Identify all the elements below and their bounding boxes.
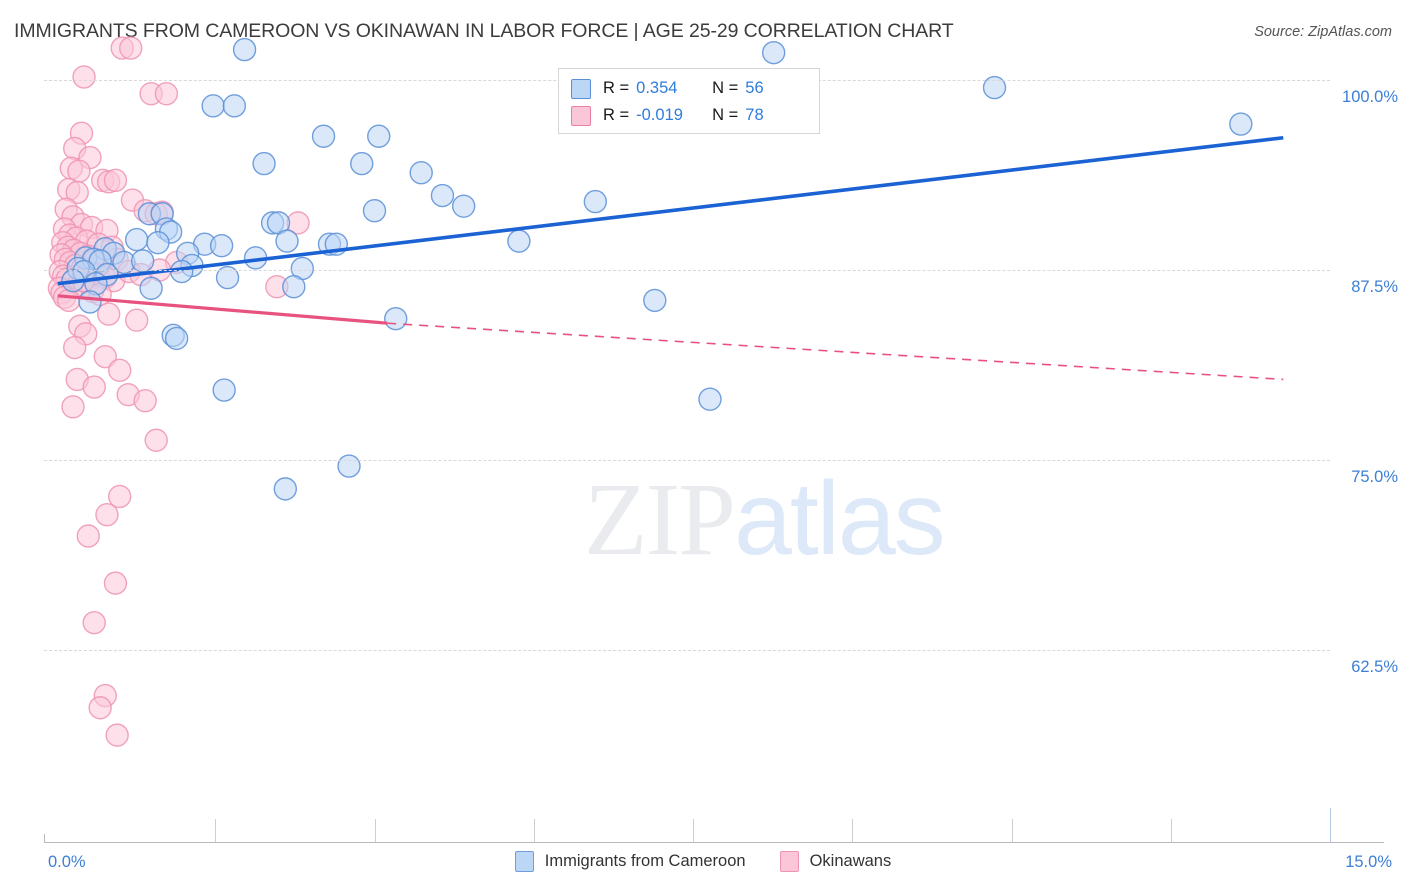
data-point-cameroon xyxy=(252,151,276,176)
stat-row-cameroon: R = 0.354 N = 56 xyxy=(571,75,809,102)
y-axis-label-0: 100.0% xyxy=(1342,88,1398,106)
data-point-okinawans xyxy=(124,308,149,332)
y-axis-label-3: 62.5% xyxy=(1351,658,1398,676)
data-point-cameroon xyxy=(507,229,531,253)
x-axis-min-label: 0.0% xyxy=(48,853,86,871)
data-point-okinawans xyxy=(93,344,117,369)
trendline-cameroon xyxy=(57,135,1284,286)
x-axis-tick-1 xyxy=(215,819,217,842)
stat-n-value-okinawans: 78 xyxy=(745,106,764,124)
series-legend: Immigrants from Cameroon Okinawans xyxy=(0,851,1406,872)
data-point-okinawans xyxy=(76,524,100,548)
stat-r-key-cameroon: R = xyxy=(603,79,630,97)
x-axis-tick-6 xyxy=(1011,819,1013,842)
stat-n-key-okinawans: N = xyxy=(712,106,739,124)
data-point-okinawans xyxy=(103,571,128,595)
data-point-cameroon xyxy=(275,229,299,253)
data-point-okinawans xyxy=(103,168,128,193)
data-point-cameroon xyxy=(164,326,189,351)
data-point-okinawans xyxy=(61,395,85,419)
correlation-stats-box: R = 0.354 N = 56 R = -0.019 N = 78 xyxy=(558,68,820,134)
data-point-cameroon xyxy=(430,183,455,208)
x-axis-max-label: 15.0% xyxy=(1345,853,1392,871)
data-point-cameroon xyxy=(139,276,163,300)
data-point-cameroon xyxy=(451,194,476,218)
data-point-cameroon xyxy=(982,75,1007,100)
data-point-cameroon xyxy=(409,161,433,185)
data-point-okinawans xyxy=(133,389,157,413)
gridline-62-5 xyxy=(44,650,1330,651)
data-point-cameroon xyxy=(130,249,155,273)
page-title: IMMIGRANTS FROM CAMEROON VS OKINAWAN IN … xyxy=(14,20,954,42)
trendline-okinawans-solid xyxy=(57,294,388,325)
x-axis-tick-4 xyxy=(693,819,694,842)
data-point-okinawans xyxy=(105,723,129,747)
data-point-cameroon xyxy=(311,124,336,148)
data-point-cameroon xyxy=(78,290,102,314)
legend-swatch-okinawans xyxy=(779,851,799,872)
data-point-cameroon xyxy=(215,265,240,290)
data-point-cameroon xyxy=(282,275,306,299)
data-point-okinawans xyxy=(154,81,179,106)
data-point-cameroon xyxy=(583,189,608,214)
source-attribution: Source: ZipAtlas.com xyxy=(1254,24,1392,40)
data-point-cameroon xyxy=(384,306,408,331)
plot-area: ZIPatlas xyxy=(44,36,1330,834)
data-point-okinawans xyxy=(65,180,89,205)
x-axis-tick-5 xyxy=(852,819,854,842)
data-point-okinawans xyxy=(82,375,106,399)
data-point-okinawans xyxy=(107,484,132,509)
data-point-cameroon xyxy=(209,233,234,258)
stat-swatch-okinawans xyxy=(571,105,591,126)
data-point-okinawans xyxy=(96,302,121,326)
data-point-cameroon xyxy=(643,288,667,313)
gridline-87-5 xyxy=(44,270,1330,271)
stat-swatch-cameroon xyxy=(571,78,591,99)
data-point-cameroon xyxy=(337,454,361,478)
data-point-okinawans xyxy=(82,610,106,635)
data-point-cameroon xyxy=(367,124,391,148)
legend-item-okinawans[interactable]: Okinawans xyxy=(779,851,892,872)
data-point-cameroon xyxy=(273,477,298,501)
x-axis-tick-8 xyxy=(1330,808,1331,842)
trendline-okinawans-dashed xyxy=(387,322,1284,381)
data-point-cameroon xyxy=(232,37,257,62)
gridline-75 xyxy=(44,460,1330,461)
x-axis-line xyxy=(44,842,1384,843)
data-point-cameroon xyxy=(212,378,236,402)
legend-label-cameroon: Immigrants from Cameroon xyxy=(544,852,746,870)
data-point-okinawans xyxy=(62,335,87,360)
data-point-cameroon xyxy=(698,387,722,411)
data-point-cameroon xyxy=(362,199,387,223)
stat-r-value-cameroon: 0.354 xyxy=(636,79,678,97)
legend-swatch-cameroon xyxy=(514,851,534,872)
stat-r-key-okinawans: R = xyxy=(603,106,630,124)
data-point-okinawans xyxy=(144,428,168,452)
data-point-okinawans xyxy=(119,36,143,60)
data-point-okinawans xyxy=(95,503,119,527)
data-point-cameroon xyxy=(124,227,149,252)
data-point-cameroon xyxy=(201,94,225,118)
data-point-cameroon xyxy=(146,230,170,255)
x-axis-tick-7 xyxy=(1170,819,1172,842)
data-point-cameroon xyxy=(350,151,374,176)
scatter-canvas xyxy=(47,36,1284,747)
data-point-okinawans xyxy=(107,358,132,383)
stat-r-value-okinawans: -0.019 xyxy=(636,106,683,124)
legend-item-cameroon[interactable]: Immigrants from Cameroon xyxy=(514,851,746,872)
data-point-cameroon xyxy=(222,94,247,118)
stat-n-value-cameroon: 56 xyxy=(745,79,764,97)
legend-label-okinawans: Okinawans xyxy=(809,852,892,870)
y-axis-label-2: 75.0% xyxy=(1351,468,1398,486)
data-point-cameroon xyxy=(1229,112,1253,136)
x-axis-tick-2 xyxy=(374,819,376,842)
data-point-cameroon xyxy=(761,40,786,65)
stat-row-okinawans: R = -0.019 N = 78 xyxy=(571,102,809,129)
data-point-okinawans xyxy=(57,288,81,313)
stat-n-key-cameroon: N = xyxy=(712,79,739,97)
data-point-okinawans xyxy=(88,696,112,720)
y-axis-label-1: 87.5% xyxy=(1351,278,1398,296)
data-point-okinawans xyxy=(72,65,96,89)
x-axis-tick-3 xyxy=(533,819,535,842)
